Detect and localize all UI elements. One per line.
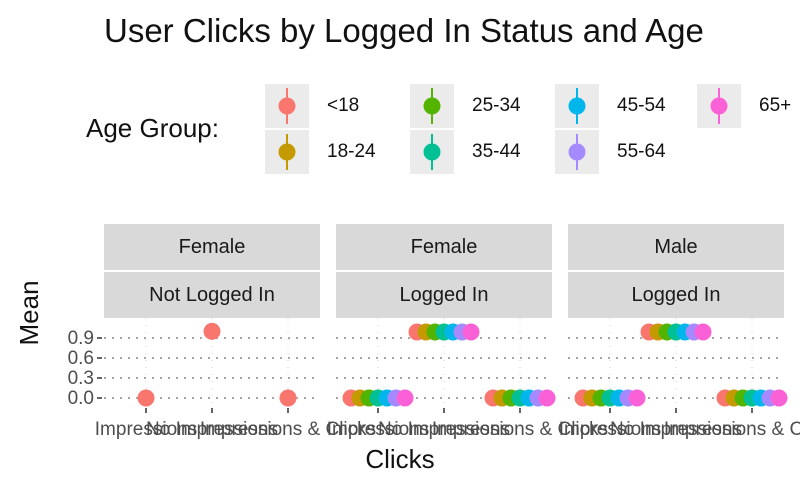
legend-dot-2 [423, 97, 441, 115]
x-tick-label-p0-2: Impressions & Clicks [200, 419, 376, 440]
strip-status-panel-1: Not Logged In [104, 272, 320, 318]
legend-dot-5 [568, 143, 586, 161]
x-tick-label-p1-0: Impressions [327, 419, 429, 440]
x-tick-label-p0-0: Impressions [95, 419, 197, 440]
point-p1-6 [396, 389, 414, 407]
x-axis-title: Clicks [365, 444, 435, 474]
legend-dot-0 [278, 97, 296, 115]
x-tick-label-p0-1: No Impressions [146, 419, 278, 440]
point-p1-13 [462, 323, 480, 341]
legend-label-18-24: 18-24 [327, 141, 376, 162]
point-p0-0 [137, 389, 155, 407]
chart-title: User Clicks by Logged In Status and Age [104, 12, 704, 49]
legend-label-25-34: 25-34 [472, 95, 521, 116]
strip-status-panel-3: Logged In [568, 272, 784, 318]
legend-dot-6 [710, 97, 728, 115]
point-p1-20 [538, 389, 556, 407]
legend-label-45-54: 45-54 [617, 95, 666, 116]
legend-dot-4 [568, 97, 586, 115]
y-tick-label-2: 0.6 [68, 348, 94, 369]
strip-gender-panel-2: Female [336, 224, 552, 270]
y-tick-label-0: 0.0 [68, 388, 94, 409]
point-p2-13 [694, 323, 712, 341]
point-p0-2 [279, 389, 297, 407]
x-tick-label-p1-2: Impressions & Clicks [432, 419, 608, 440]
legend-label-under18: <18 [327, 95, 360, 116]
legend-dot-1 [278, 143, 296, 161]
y-tick-label-1: 0.3 [68, 368, 94, 389]
strip-status-panel-2: Logged In [336, 272, 552, 318]
point-p2-6 [628, 389, 646, 407]
x-tick-label-p2-1: No Impressions [610, 419, 742, 440]
point-p0-1 [203, 322, 221, 340]
legend-label-35-44: 35-44 [472, 141, 521, 162]
legend-title: Age Group: [86, 113, 219, 143]
x-tick-label-p2-0: Impressions [559, 419, 661, 440]
x-tick-label-p1-1: No Impressions [378, 419, 510, 440]
strip-gender-panel-1: Female [104, 224, 320, 270]
point-p2-20 [770, 389, 788, 407]
x-tick-label-p2-2: Impressions & Clicks [664, 419, 800, 440]
legend-label-55-64: 55-64 [617, 141, 666, 162]
legend-dot-3 [423, 143, 441, 161]
strip-gender-panel-3: Male [568, 224, 784, 270]
legend-label-65plus: 65+ [759, 95, 792, 116]
y-tick-label-3: 0.9 [68, 328, 94, 349]
